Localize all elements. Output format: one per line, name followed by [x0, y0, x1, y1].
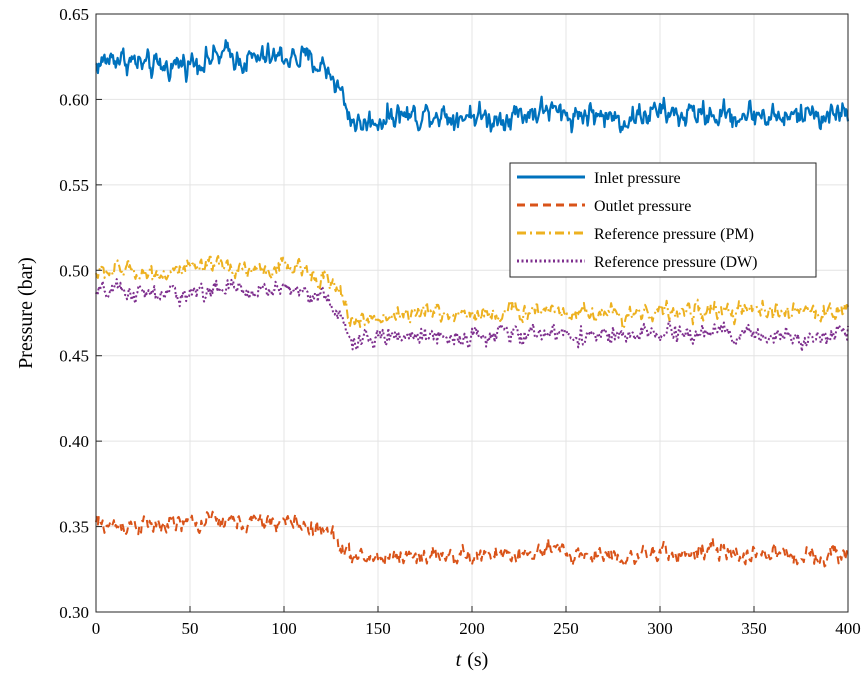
y-axis-label: Pressure (bar) — [15, 257, 37, 369]
x-tick-label: 200 — [459, 619, 485, 638]
y-tick-label: 0.30 — [59, 603, 89, 622]
y-tick-label: 0.40 — [59, 432, 89, 451]
x-tick-label: 250 — [553, 619, 579, 638]
y-tick-label: 0.60 — [59, 90, 89, 109]
x-tick-label: 300 — [647, 619, 673, 638]
y-tick-label: 0.65 — [59, 5, 89, 24]
x-axis-unit: (s) — [467, 649, 488, 671]
series-inlet-pressure — [95, 39, 850, 134]
legend-label-outlet: Outlet pressure — [594, 198, 691, 215]
y-tick-label: 0.35 — [59, 518, 89, 537]
x-tick-label: 0 — [92, 619, 101, 638]
x-tick-label: 400 — [835, 619, 861, 638]
y-tick-label: 0.50 — [59, 261, 89, 280]
legend-label-reference-pm: Reference pressure (PM) — [594, 226, 754, 243]
x-tick-label: 350 — [741, 619, 767, 638]
legend-label-reference-dw: Reference pressure (DW) — [594, 254, 757, 271]
legend: Inlet pressure Outlet pressure Reference… — [509, 162, 817, 278]
x-tick-label: 50 — [182, 619, 199, 638]
axis-ticks: 0 50 100 150 200 250 300 350 400 0.30 0.35 0.40 0.45… — [59, 5, 861, 638]
x-tick-label: 150 — [365, 619, 391, 638]
legend-label-inlet: Inlet pressure — [594, 170, 681, 187]
series-reference-pressure-dw — [95, 278, 849, 353]
series-outlet-pressure — [95, 510, 849, 568]
series-layer — [95, 39, 850, 568]
x-axis-variable: t — [456, 649, 462, 671]
series-reference-pressure-pm — [95, 255, 849, 331]
x-axis-label: t (s) — [456, 649, 489, 671]
legend-box — [509, 162, 817, 278]
x-tick-label: 100 — [271, 619, 297, 638]
y-tick-label: 0.45 — [59, 347, 89, 366]
y-tick-label: 0.55 — [59, 176, 89, 195]
